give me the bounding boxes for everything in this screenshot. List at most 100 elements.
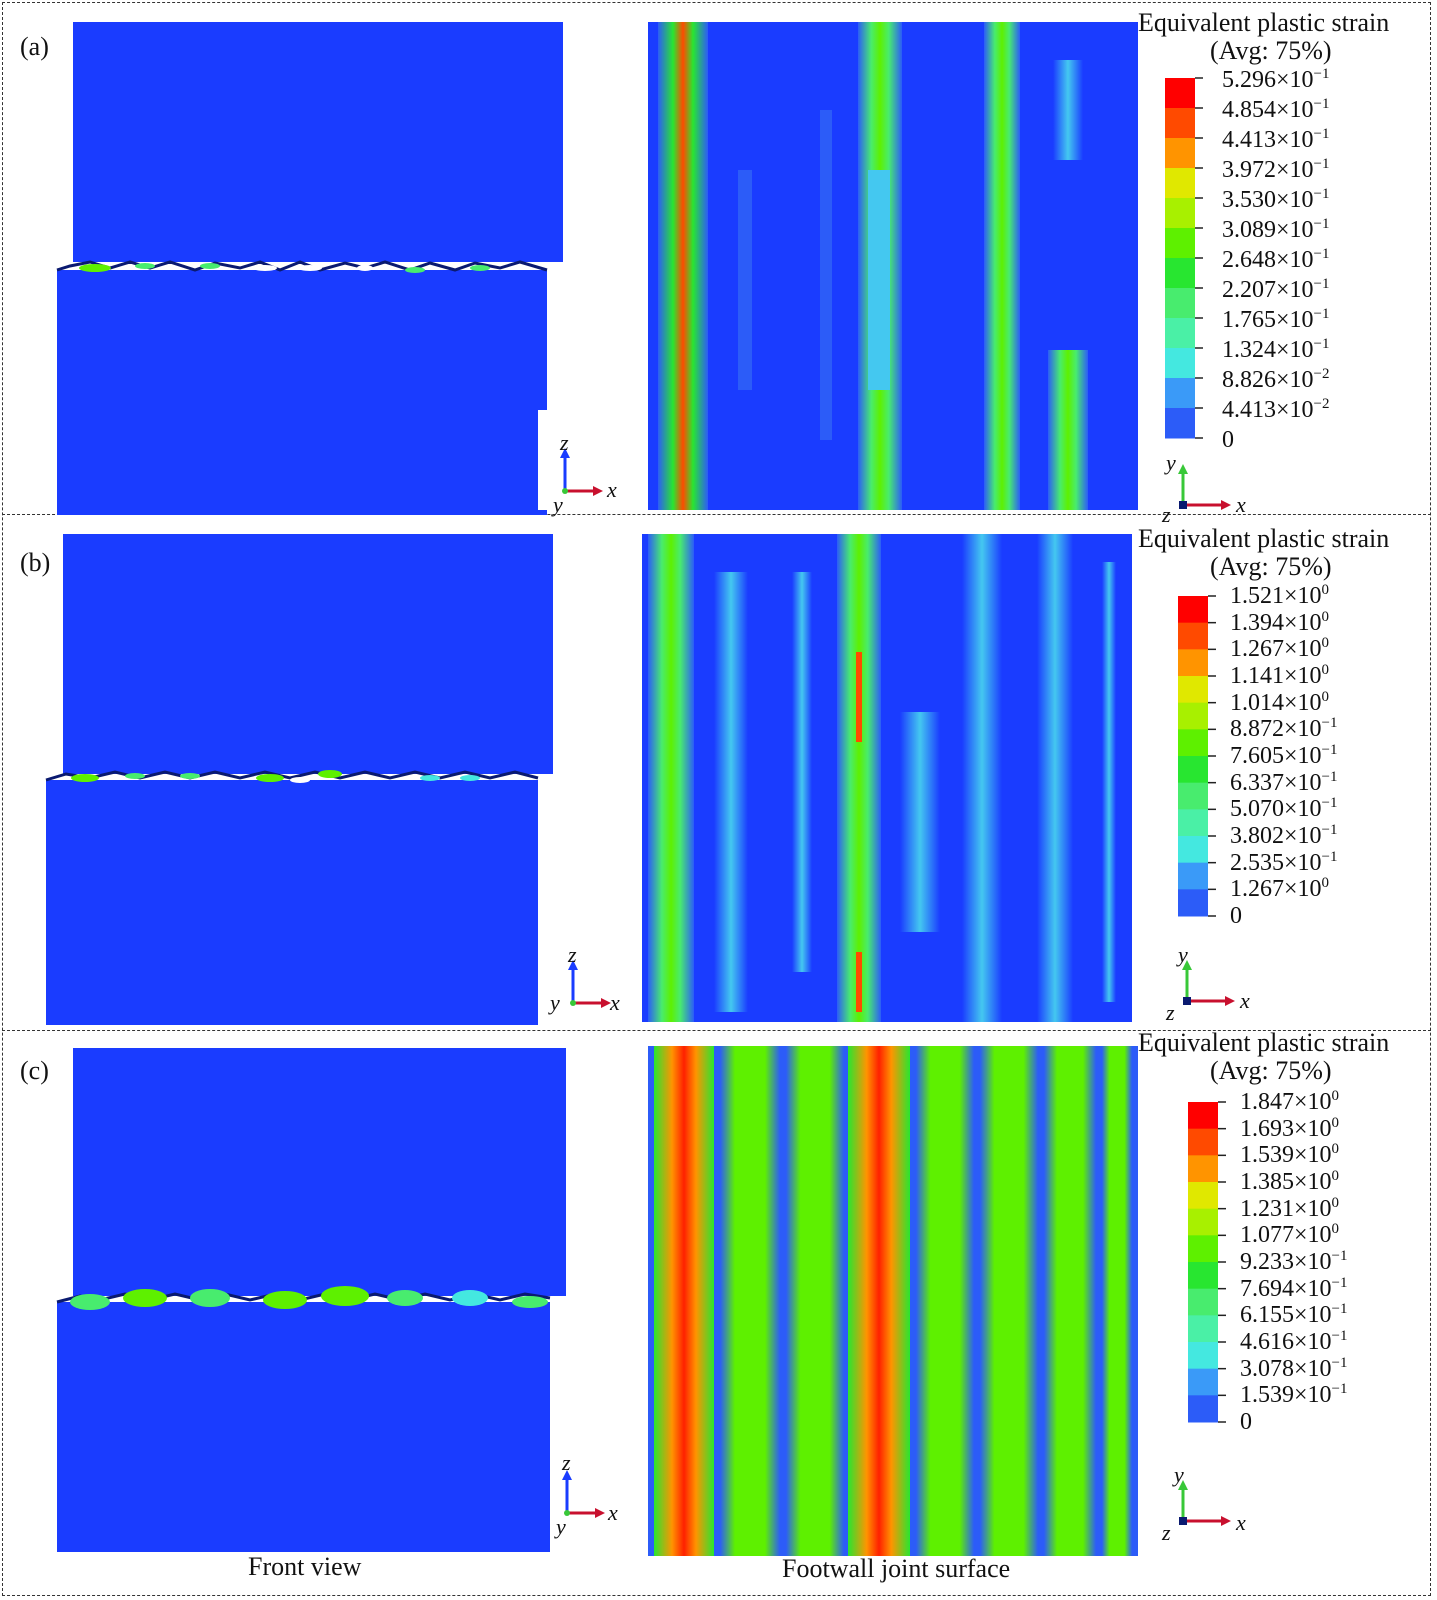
legend-subtitle: (Avg: 75%)	[1210, 552, 1332, 581]
legend-color-swatch	[1165, 378, 1195, 409]
legend-tick-label: 1.765×10−1	[1222, 306, 1330, 333]
legend-tick-label: 1.394×100	[1230, 608, 1330, 636]
legend-color-swatch	[1165, 318, 1195, 349]
legend-color-swatch	[1165, 198, 1195, 229]
front-axis-right-label: x	[608, 1500, 618, 1525]
legend-tick-label: 1.539×100	[1240, 1141, 1340, 1169]
surface-axis-up-label: y	[1178, 942, 1188, 967]
legend-color-swatch	[1188, 1128, 1218, 1156]
footwall-joint-surface-map	[642, 534, 1132, 1022]
legend-tick-label: 1.267×100	[1230, 875, 1330, 903]
legend-color-swatch	[1178, 596, 1208, 624]
legend-color-swatch	[1178, 862, 1208, 890]
legend-tick-label: 1.385×100	[1240, 1168, 1340, 1195]
panel-a: (a)	[0, 0, 1437, 526]
caption-front-view: Front view	[248, 1552, 362, 1581]
panel-label: (a)	[20, 32, 49, 61]
legend-color-swatch	[1188, 1102, 1218, 1130]
caption-footwall-surface: Footwall joint surface	[782, 1554, 1011, 1583]
surface-axis-triad	[1178, 1480, 1231, 1526]
legend-color-swatch	[1165, 168, 1195, 199]
front-axis-out-label: y	[553, 492, 563, 517]
panel-label: (c)	[20, 1056, 49, 1085]
legend-tick-label: 1.267×100	[1230, 635, 1330, 663]
front-view-model	[45, 534, 553, 1025]
legend-tick-label: 8.826×10−2	[1222, 366, 1330, 393]
legend-tick-label: 0	[1240, 1409, 1252, 1435]
legend-tick-label: 1.521×100	[1230, 582, 1330, 609]
surface-axis-out-label: z	[1162, 502, 1171, 527]
joint-strain-spots	[79, 263, 490, 273]
legend-color-swatch	[1165, 408, 1195, 439]
footwall-joint-surface-map	[648, 22, 1138, 510]
legend-color-swatch	[1165, 348, 1195, 379]
legend-color-swatch	[1178, 649, 1208, 677]
legend-color-swatch	[1178, 782, 1208, 810]
legend-title: Equivalent plastic strain	[1138, 1028, 1390, 1057]
legend-tick-label: 1.847×100	[1240, 1088, 1340, 1115]
legend-color-swatch	[1178, 836, 1208, 864]
legend-tick-label: 7.694×10−1	[1240, 1274, 1348, 1302]
legend-tick-label: 5.296×10−1	[1222, 66, 1330, 93]
legend-title: Equivalent plastic strain	[1138, 8, 1390, 37]
legend-tick-label: 3.530×10−1	[1222, 186, 1330, 213]
legend-color-swatch	[1178, 676, 1208, 704]
legend-tick-label: 9.233×10−1	[1240, 1248, 1348, 1275]
legend-tick-label: 0	[1222, 427, 1234, 453]
footwall-joint-surface-map	[648, 1046, 1138, 1556]
legend-tick-label: 3.078×10−1	[1240, 1354, 1348, 1382]
legend-color-swatch	[1178, 622, 1208, 650]
legend-tick-label: 1.077×100	[1240, 1221, 1340, 1249]
legend-subtitle: (Avg: 75%)	[1210, 1056, 1332, 1085]
legend-tick-label: 3.972×10−1	[1222, 156, 1330, 183]
front-axis-right-label: x	[610, 990, 620, 1015]
legend-color-swatch	[1165, 228, 1195, 259]
legend-tick-label: 6.337×10−1	[1230, 768, 1338, 796]
surface-axis-triad	[1178, 464, 1231, 510]
legend-color-bar	[1178, 595, 1216, 917]
surface-axis-right-label: x	[1236, 1510, 1246, 1535]
legend-color-swatch	[1178, 809, 1208, 837]
front-axis-triad	[568, 960, 611, 1008]
legend-tick-label: 4.854×10−1	[1222, 96, 1330, 123]
panel-separator	[2, 1030, 1431, 1031]
legend-color-bar	[1165, 77, 1203, 439]
legend-tick-label: 5.070×10−1	[1230, 795, 1338, 823]
legend-color-swatch	[1178, 729, 1208, 757]
front-view-model	[56, 1048, 566, 1552]
legend-color-swatch	[1165, 288, 1195, 319]
front-axis-triad	[560, 448, 603, 496]
legend-color-swatch	[1165, 78, 1195, 109]
legend-tick-label: 0	[1230, 903, 1242, 929]
legend-tick-label: 8.872×10−1	[1230, 715, 1338, 743]
legend-tick-label: 6.155×10−1	[1240, 1301, 1348, 1329]
legend-tick-label: 2.207×10−1	[1222, 276, 1330, 303]
panel-c: (c)	[0, 1028, 1437, 1600]
front-axis-up-label: z	[568, 942, 577, 967]
legend-color-swatch	[1178, 756, 1208, 784]
surface-axis-triad	[1182, 960, 1235, 1006]
legend-color-swatch	[1165, 258, 1195, 289]
legend-color-swatch	[1188, 1235, 1218, 1263]
front-axis-right-label: x	[607, 477, 617, 502]
front-axis-out-label: y	[550, 990, 560, 1015]
surface-axis-up-label: y	[1166, 450, 1176, 475]
legend-tick-label: 4.413×10−1	[1222, 126, 1330, 153]
legend-tick-label: 1.014×100	[1230, 688, 1330, 716]
legend-color-bar	[1188, 1101, 1226, 1423]
front-view-model	[56, 22, 563, 515]
surface-axis-out-label: z	[1162, 1520, 1171, 1545]
legend-color-swatch	[1178, 889, 1208, 917]
joint-strain-spots	[70, 1286, 548, 1310]
legend-color-swatch	[1188, 1262, 1218, 1290]
legend-tick-label: 3.802×10−1	[1230, 822, 1338, 849]
legend-tick-label: 1.141×100	[1230, 662, 1330, 689]
legend-color-swatch	[1165, 108, 1195, 139]
legend-tick-label: 2.648×10−1	[1222, 246, 1330, 273]
legend-tick-label: 1.693×100	[1240, 1114, 1340, 1142]
front-axis-up-label: z	[560, 430, 569, 455]
legend-tick-label: 4.616×10−1	[1240, 1328, 1348, 1355]
surface-axis-out-label: z	[1166, 1000, 1175, 1025]
legend-color-swatch	[1188, 1208, 1218, 1236]
legend-color-swatch	[1188, 1368, 1218, 1396]
